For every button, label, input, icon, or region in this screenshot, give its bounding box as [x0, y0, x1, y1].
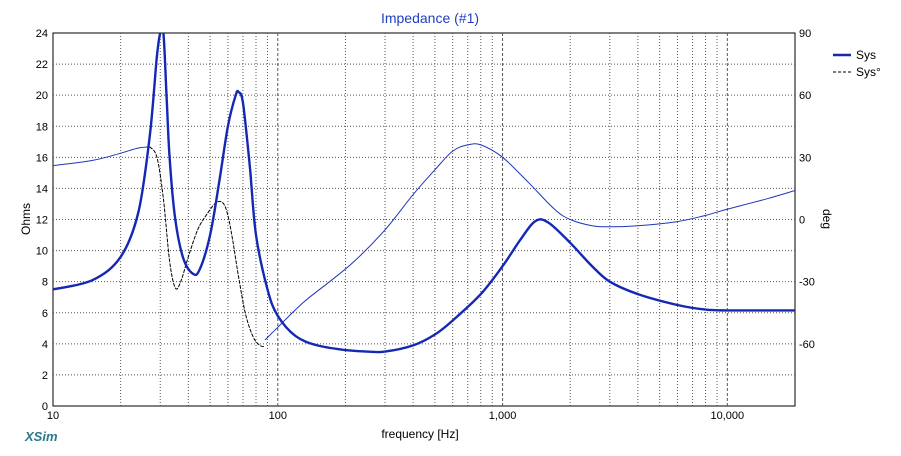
y-tick-label: 24 [36, 28, 48, 40]
series-line-sys-phase [264, 143, 795, 341]
x-tick-label: 10,000 [711, 410, 745, 422]
y-tick-label: 22 [36, 59, 48, 71]
series-line-sys-phase [53, 146, 151, 167]
legend-label-sys: Sys [856, 48, 876, 62]
y2-tick-label: -60 [799, 339, 815, 351]
x-tick-label: 1,000 [489, 410, 517, 422]
y-tick-label: 8 [42, 277, 48, 289]
y2-tick-label: -30 [799, 277, 815, 289]
y2-tick-label: 0 [799, 215, 805, 227]
y-axis-title: Ohms [19, 203, 33, 235]
y-tick-label: 14 [36, 183, 48, 195]
y-tick-label: 2 [42, 370, 48, 382]
y-axis-right: -60 -30 0 30 60 90 [799, 28, 815, 351]
series-line-sys [53, 33, 795, 354]
y-tick-label: 4 [42, 339, 48, 351]
y-tick-label: 0 [42, 401, 48, 413]
x-tick-label: 10 [47, 410, 59, 422]
y-tick-label: 20 [36, 90, 48, 102]
y-tick-label: 10 [36, 246, 48, 258]
y2-tick-label: 60 [799, 90, 811, 102]
series-line-sys-phase [149, 146, 266, 348]
y-tick-label: 16 [36, 152, 48, 164]
legend: Sys Sys° [833, 48, 881, 79]
plot-area [52, 32, 796, 407]
series-layer [53, 33, 795, 354]
y2-axis-title: deg [820, 209, 834, 229]
y-tick-label: 6 [42, 308, 48, 320]
y-tick-label: 18 [36, 121, 48, 133]
y-tick-label: 12 [36, 215, 48, 227]
legend-label-sys-phase: Sys° [856, 65, 881, 79]
x-axis-title: frequency [Hz] [381, 427, 458, 441]
chart-title: Impedance (#1) [381, 10, 479, 26]
x-axis: 10 100 1,000 10,000 [47, 410, 744, 422]
x-tick-label: 100 [269, 410, 287, 422]
y2-tick-label: 30 [799, 152, 811, 164]
gridlines [53, 33, 795, 406]
y2-tick-label: 90 [799, 28, 811, 40]
xsim-logo: XSim [24, 429, 58, 444]
